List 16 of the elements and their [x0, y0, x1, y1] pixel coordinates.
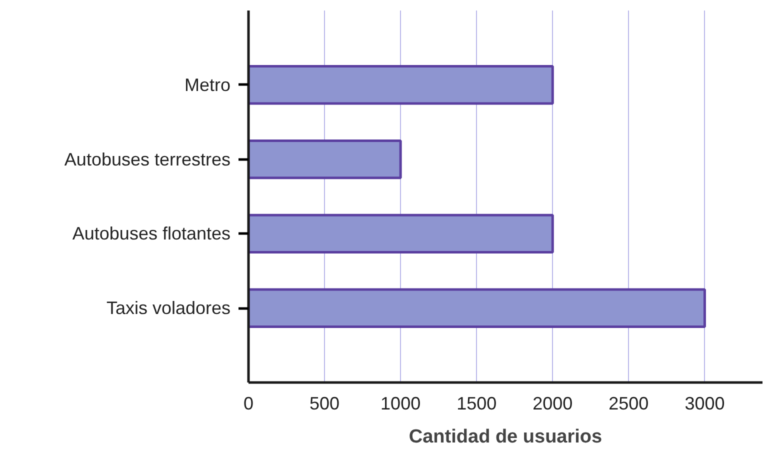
x-tick-label: 0	[243, 394, 254, 414]
bar	[248, 214, 554, 254]
x-tick-label: 1000	[380, 394, 421, 414]
y-tick-label: Autobuses terrestres	[64, 149, 230, 170]
y-tick-label: Autobuses flotantes	[72, 224, 231, 244]
y-tick-label: Metro	[184, 74, 231, 95]
x-axis-title: Cantidad de usuarios	[408, 426, 602, 448]
x-tick-label: 1500	[456, 394, 497, 414]
bar	[248, 65, 554, 105]
bar	[248, 288, 706, 328]
x-tick-label: 2000	[532, 394, 573, 414]
x-tick-label: 3000	[684, 394, 725, 414]
x-tick-label: 2500	[608, 394, 649, 414]
bar	[248, 139, 402, 180]
x-tick-label: 500	[310, 394, 340, 414]
y-tick-label: Taxis voladores	[106, 298, 231, 318]
